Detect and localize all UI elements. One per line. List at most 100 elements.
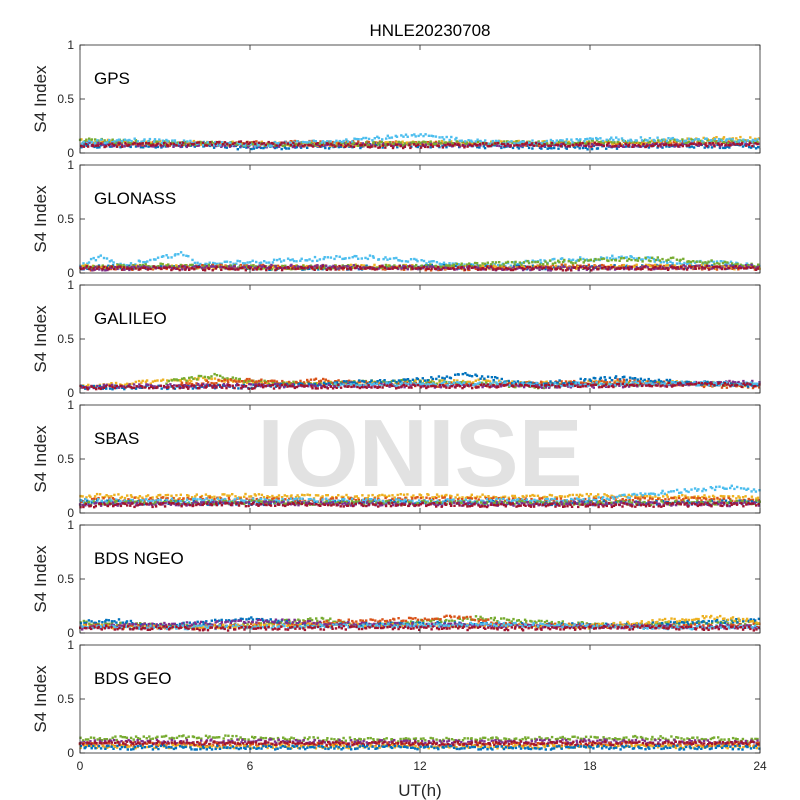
data-point	[672, 266, 675, 269]
data-point	[434, 264, 438, 268]
data-point	[599, 143, 603, 146]
data-point	[563, 144, 567, 147]
data-point	[694, 267, 697, 270]
data-point	[421, 385, 424, 388]
data-point	[516, 145, 519, 149]
data-point	[425, 265, 428, 269]
data-point	[470, 140, 474, 143]
data-point	[182, 377, 186, 380]
data-point	[110, 382, 113, 385]
data-point	[622, 266, 626, 270]
data-point	[321, 265, 325, 268]
data-point	[645, 380, 648, 383]
data-point	[172, 142, 176, 146]
data-point	[451, 264, 454, 268]
data-point	[690, 145, 693, 148]
data-point	[313, 268, 316, 271]
data-point	[667, 144, 671, 147]
data-point	[606, 139, 610, 142]
y-tick-label: 1	[67, 158, 74, 172]
data-point	[660, 145, 663, 148]
data-point	[361, 379, 364, 383]
data-point	[470, 375, 474, 378]
data-point	[226, 377, 229, 380]
data-point	[136, 144, 139, 148]
data-point	[156, 256, 160, 259]
data-point	[727, 265, 730, 268]
data-point	[244, 269, 247, 272]
data-point	[178, 265, 181, 268]
data-point	[305, 264, 309, 268]
data-point	[132, 264, 135, 267]
data-point	[120, 143, 124, 146]
data-point	[178, 268, 181, 272]
data-point	[377, 136, 381, 140]
data-point	[444, 144, 447, 147]
data-point	[742, 138, 745, 141]
data-point	[489, 263, 493, 266]
data-point	[628, 379, 632, 382]
data-point	[390, 144, 393, 147]
data-point	[294, 380, 298, 384]
data-point	[613, 266, 616, 269]
data-point	[576, 145, 579, 148]
data-point	[532, 144, 536, 147]
data-point	[278, 145, 281, 148]
data-point	[212, 382, 216, 385]
data-point	[505, 145, 508, 148]
data-point	[583, 267, 586, 270]
data-point	[430, 260, 433, 263]
data-point	[431, 144, 435, 147]
data-point	[541, 381, 544, 384]
data-point	[213, 262, 216, 265]
data-point	[272, 264, 275, 268]
data-point	[322, 377, 325, 381]
data-point	[690, 138, 693, 141]
data-point	[399, 380, 402, 383]
data-point	[357, 257, 360, 260]
data-point	[189, 263, 192, 267]
data-point	[124, 141, 127, 145]
data-point	[249, 261, 252, 264]
data-point	[195, 266, 199, 269]
data-point	[561, 139, 564, 142]
data-point	[245, 377, 249, 381]
data-point	[177, 384, 181, 387]
data-point	[177, 253, 180, 256]
data-point	[610, 379, 613, 382]
data-point	[507, 381, 511, 384]
data-point	[573, 266, 577, 269]
data-point	[162, 255, 165, 258]
data-point	[734, 265, 737, 268]
data-point	[190, 383, 194, 386]
data-point	[112, 267, 116, 271]
data-point	[192, 377, 195, 381]
data-point	[749, 265, 752, 268]
data-point	[558, 379, 561, 382]
data-point	[186, 140, 189, 143]
data-point	[713, 145, 716, 148]
data-point	[652, 264, 655, 267]
data-point	[539, 380, 543, 383]
data-point	[314, 265, 317, 268]
data-point	[584, 146, 587, 149]
data-point	[381, 142, 385, 145]
data-point	[750, 140, 753, 143]
data-point	[355, 137, 358, 141]
data-point	[330, 265, 334, 269]
data-point	[554, 264, 558, 267]
data-point	[557, 147, 560, 150]
data-point	[678, 265, 681, 269]
data-point	[153, 386, 157, 389]
data-point	[365, 141, 368, 144]
data-point	[142, 146, 145, 149]
data-point	[461, 379, 465, 383]
data-point	[731, 139, 734, 143]
data-point	[148, 265, 151, 269]
data-point	[224, 146, 227, 149]
data-point	[434, 142, 437, 146]
data-point	[411, 378, 415, 381]
data-point	[88, 137, 91, 140]
data-point	[277, 142, 280, 145]
data-point	[462, 266, 466, 270]
